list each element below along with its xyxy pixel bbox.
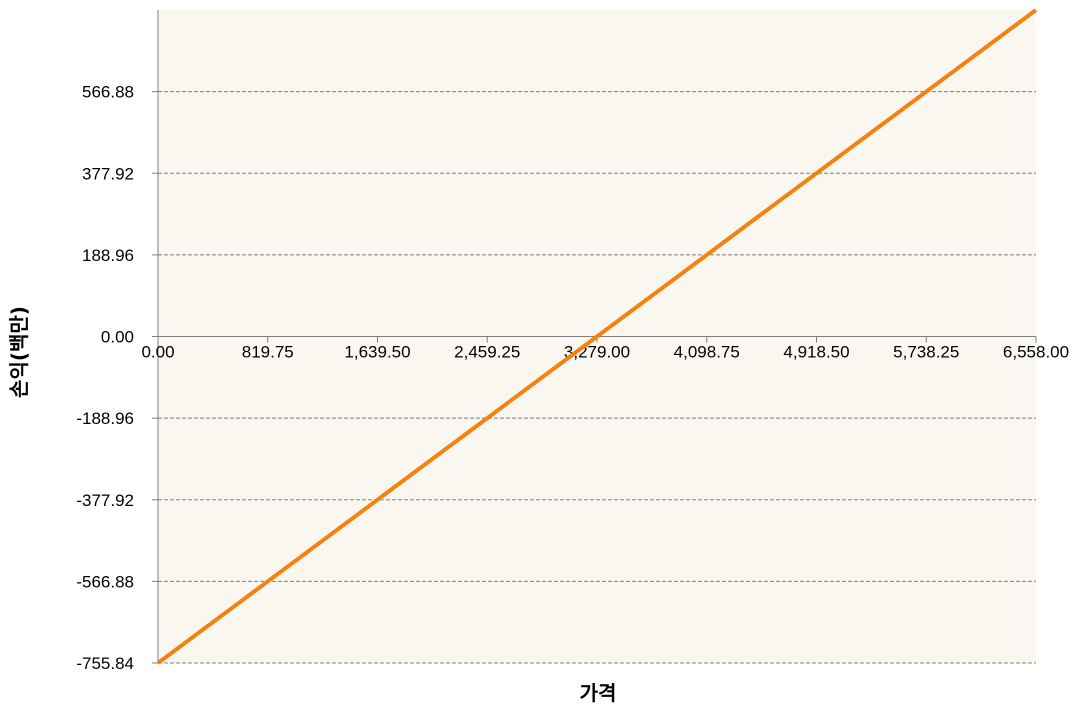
x-axis-title: 가격 <box>580 681 617 705</box>
x-tick-label: 4,098.75 <box>674 343 740 362</box>
y-tick-label: -188.96 <box>76 409 134 428</box>
x-tick-label: 4,918.50 <box>783 343 849 362</box>
y-tick-labels: 566.88 377.92 188.96 0.00 -188.96 -377.92 -566… <box>76 83 134 673</box>
y-tick-label: -566.88 <box>76 572 134 591</box>
x-tick-label: 2,459.25 <box>454 343 520 362</box>
y-tick-label: 188.96 <box>82 246 134 265</box>
pnl-line <box>156 8 1038 665</box>
x-tick-label: 6,558.00 <box>1003 343 1069 362</box>
y-tick-label: -755.84 <box>76 654 134 673</box>
x-tick-label: 1,639.50 <box>344 343 410 362</box>
y-axis-title: 손익(백만) <box>7 306 31 398</box>
y-tick-label: 566.88 <box>82 83 134 102</box>
series-lines <box>156 8 1038 665</box>
y-tick-label: -377.92 <box>76 491 134 510</box>
x-tick-label: 5,738.25 <box>893 343 959 362</box>
x-tick-label: 819.75 <box>242 343 294 362</box>
x-tick-labels: 0.00 819.75 1,639.50 2,459.25 3,279.00 4,098.… <box>141 343 1069 362</box>
x-tick-label: 0.00 <box>141 343 174 362</box>
y-tick-label: 0.00 <box>101 328 134 347</box>
y-tick-label: 377.92 <box>82 164 134 183</box>
